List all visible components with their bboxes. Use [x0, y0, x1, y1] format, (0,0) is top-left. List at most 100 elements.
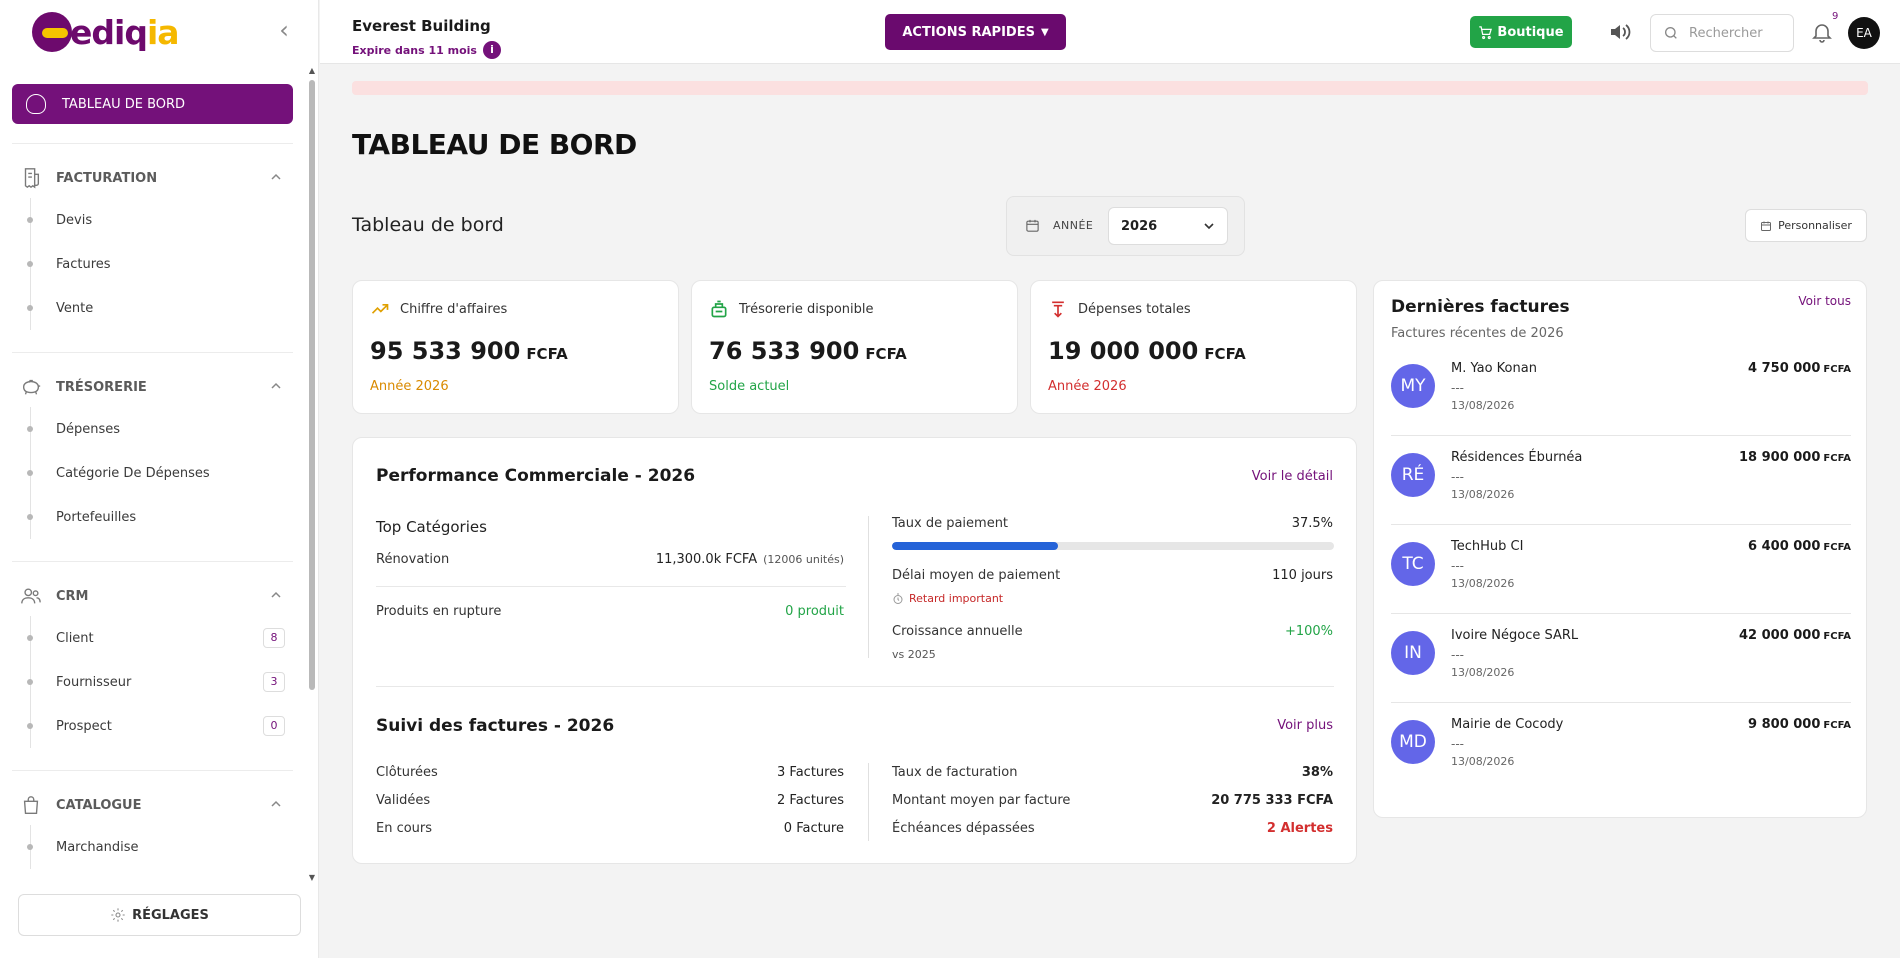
invoice-row[interactable]: MD Mairie de Cocody --- 13/08/2026 9 800…: [1391, 703, 1851, 792]
kpi-unit: FCFA: [1204, 345, 1246, 363]
count-badge: 0: [263, 716, 285, 736]
see-more-link[interactable]: Voir plus: [1277, 718, 1333, 733]
invoice-amount: 4 750 000 FCFA: [1748, 361, 1851, 376]
see-all-link[interactable]: Voir tous: [1798, 294, 1851, 308]
nav-section-crm-header[interactable]: CRM: [12, 576, 293, 616]
validated-invoices-value: 2 Factures: [777, 793, 844, 808]
invoice-amount: 6 400 000 FCFA: [1748, 539, 1851, 554]
top-bar: Everest Building Expire dans 11 mois i A…: [320, 0, 1900, 64]
money-out-icon: [1052, 301, 1064, 318]
settings-button[interactable]: RÉGLAGES: [18, 894, 301, 936]
validated-invoices-label: Validées: [376, 793, 431, 808]
kpi-value: 95 533 900: [370, 337, 521, 365]
invoice-reference: ---: [1451, 381, 1464, 395]
nav-section-billing-header[interactable]: FACTURATION: [12, 158, 293, 198]
invoice-date: 13/08/2026: [1451, 399, 1515, 412]
alert-banner: [352, 81, 1868, 95]
scroll-down-arrow-icon[interactable]: ▼: [308, 873, 316, 882]
sidebar-nav: TABLEAU DE BORD FACTURATION Devis Factur…: [0, 66, 308, 883]
client-avatar: IN: [1391, 631, 1435, 675]
app-logo[interactable]: ediqia: [32, 10, 180, 54]
invoice-date: 13/08/2026: [1451, 488, 1515, 501]
user-avatar[interactable]: EA: [1848, 17, 1880, 49]
chevron-up-icon: [269, 588, 283, 602]
average-amount-value: 20 775 333 FCFA: [1211, 793, 1333, 808]
invoice-row[interactable]: RÉ Résidences Éburnéa --- 13/08/2026 18 …: [1391, 436, 1851, 525]
collapse-sidebar-chevron-icon[interactable]: ‹: [279, 16, 289, 44]
customize-button[interactable]: Personnaliser: [1745, 209, 1867, 242]
see-detail-link[interactable]: Voir le détail: [1251, 469, 1333, 484]
pending-invoices-value: 0 Facture: [783, 821, 844, 836]
invoice-row[interactable]: MY M. Yao Konan --- 13/08/2026 4 750 000…: [1391, 347, 1851, 436]
invoice-reference: ---: [1451, 470, 1464, 484]
user-initials: EA: [1856, 26, 1872, 40]
sidebar-item-client[interactable]: Client 8: [12, 616, 293, 660]
divider: [868, 516, 869, 658]
nav-section-treasury-header[interactable]: TRÉSORERIE: [12, 367, 293, 407]
client-avatar: TC: [1391, 542, 1435, 586]
home-icon: [26, 94, 46, 114]
year-filter: ANNÉE 2026: [1006, 196, 1245, 256]
client-name: M. Yao Konan: [1451, 361, 1537, 376]
info-icon[interactable]: i: [482, 41, 501, 59]
nav-section-catalogue: CATALOGUE Marchandise: [12, 785, 293, 869]
search-icon: [1665, 27, 1677, 39]
payment-delay-label: Délai moyen de paiement: [892, 568, 1061, 583]
invoice-tracking-title: Suivi des factures - 2026: [376, 716, 615, 736]
sidebar-item-factures[interactable]: Factures: [12, 242, 293, 286]
kpi-card-treasury: Trésorerie disponible 76 533 900 FCFA Sol…: [691, 280, 1018, 414]
receipt-icon: [20, 167, 42, 189]
subscription-expiry: Expire dans 11 mois i: [352, 41, 501, 59]
scrollbar-thumb[interactable]: [309, 80, 315, 690]
invoice-row[interactable]: IN Ivoire Négoce SARL --- 13/08/2026 42 …: [1391, 614, 1851, 703]
sidebar-item-devis[interactable]: Devis: [12, 198, 293, 242]
speaker-icon[interactable]: [1608, 20, 1632, 44]
client-avatar: MY: [1391, 364, 1435, 408]
year-select[interactable]: 2026: [1108, 207, 1228, 245]
kpi-value: 19 000 000: [1048, 337, 1199, 365]
late-warning: Retard important: [892, 592, 1003, 605]
notification-count-badge: 9: [1832, 11, 1839, 22]
search-field[interactable]: [1650, 14, 1794, 52]
nav-item-dashboard-label: TABLEAU DE BORD: [62, 96, 186, 112]
overdue-alerts-value[interactable]: 2 Alertes: [1266, 821, 1333, 836]
closed-invoices-value: 3 Factures: [777, 765, 844, 780]
nav-item-dashboard[interactable]: TABLEAU DE BORD: [12, 84, 293, 124]
dashboard-subtitle: Tableau de bord: [352, 214, 504, 236]
divider: [376, 686, 1334, 687]
nav-section-catalogue-header[interactable]: CATALOGUE: [12, 785, 293, 825]
shop-button[interactable]: Boutique: [1470, 16, 1572, 48]
payment-rate-value: 37.5%: [1291, 516, 1333, 531]
sidebar-scrollbar[interactable]: ▲ ▼: [308, 66, 316, 883]
year-select-value: 2026: [1121, 218, 1158, 234]
top-categories-heading: Top Catégories: [376, 518, 487, 536]
quick-actions-button[interactable]: ACTIONS RAPIDES ▼: [885, 14, 1066, 50]
search-input[interactable]: [1689, 25, 1785, 41]
sidebar-item-vente[interactable]: Vente: [12, 286, 293, 330]
sidebar-item-marchandise[interactable]: Marchandise: [12, 825, 293, 869]
kpi-card-revenue: Chiffre d'affaires 95 533 900 FCFA Année …: [352, 280, 679, 414]
client-name: Ivoire Négoce SARL: [1451, 628, 1579, 643]
kpi-label: Trésorerie disponible: [739, 301, 874, 317]
payment-rate-label: Taux de paiement: [892, 516, 1009, 531]
payment-delay-value: 110 jours: [1272, 568, 1333, 583]
sidebar-item-depenses[interactable]: Dépenses: [12, 407, 293, 451]
chevron-up-icon: [269, 797, 283, 811]
kpi-unit: FCFA: [526, 345, 568, 363]
billing-rate-value: 38%: [1301, 765, 1333, 780]
nav-section-catalogue-title: CATALOGUE: [56, 797, 142, 813]
sidebar-item-portefeuilles[interactable]: Portefeuilles: [12, 495, 293, 539]
clock-icon: [893, 593, 903, 604]
latest-invoices-subtitle: Factures récentes de 2026: [1391, 326, 1564, 341]
company-name: Everest Building: [352, 17, 491, 35]
scroll-up-arrow-icon[interactable]: ▲: [308, 66, 316, 75]
kpi-note: Solde actuel: [709, 379, 790, 394]
nav-section-billing: FACTURATION Devis Factures Vente: [12, 158, 293, 330]
page-title: TABLEAU DE BORD: [352, 128, 637, 161]
invoice-row[interactable]: TC TechHub CI --- 13/08/2026 6 400 000 FC…: [1391, 525, 1851, 614]
sidebar-item-categorie-depenses[interactable]: Catégorie De Dépenses: [12, 451, 293, 495]
sidebar-item-fournisseur[interactable]: Fournisseur 3: [12, 660, 293, 704]
client-avatar: RÉ: [1391, 453, 1435, 497]
sidebar-item-prospect[interactable]: Prospect 0: [12, 704, 293, 748]
notification-bell-icon[interactable]: [1810, 20, 1834, 44]
